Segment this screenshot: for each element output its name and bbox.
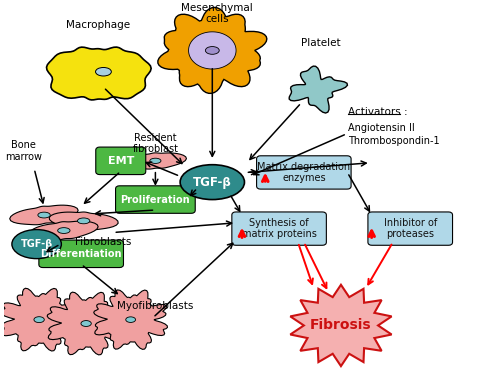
Polygon shape: [30, 221, 98, 240]
FancyBboxPatch shape: [256, 156, 351, 189]
Polygon shape: [50, 212, 118, 230]
Text: Fibroblasts: Fibroblasts: [75, 237, 132, 247]
FancyBboxPatch shape: [39, 240, 123, 268]
Ellipse shape: [81, 321, 92, 327]
Text: Platelet: Platelet: [302, 38, 341, 48]
Text: Resident
fibroblast: Resident fibroblast: [132, 132, 178, 154]
Text: TGF-β: TGF-β: [20, 239, 53, 249]
Ellipse shape: [180, 165, 244, 200]
Ellipse shape: [126, 317, 136, 323]
Ellipse shape: [38, 212, 50, 218]
Text: Differentiation: Differentiation: [40, 249, 122, 259]
Polygon shape: [47, 292, 125, 355]
FancyBboxPatch shape: [368, 212, 452, 245]
Polygon shape: [10, 205, 78, 225]
Text: Thrombospondin-1: Thrombospondin-1: [348, 136, 440, 147]
Polygon shape: [94, 290, 168, 349]
Ellipse shape: [58, 228, 70, 234]
Polygon shape: [0, 288, 78, 351]
Polygon shape: [124, 153, 186, 169]
Text: Bone
marrow: Bone marrow: [5, 140, 42, 162]
Polygon shape: [289, 66, 348, 113]
Text: Proliferation: Proliferation: [120, 194, 190, 205]
Text: Fibrosis: Fibrosis: [310, 318, 372, 332]
Text: Macrophage: Macrophage: [66, 20, 130, 30]
Polygon shape: [158, 7, 267, 93]
Text: Angiotensin II: Angiotensin II: [348, 123, 415, 133]
Text: TGF-β: TGF-β: [193, 176, 232, 189]
Ellipse shape: [150, 158, 161, 163]
Text: Matrix degradation
enzymes: Matrix degradation enzymes: [258, 162, 350, 183]
Polygon shape: [290, 285, 392, 366]
FancyBboxPatch shape: [232, 212, 326, 245]
Ellipse shape: [12, 230, 62, 259]
Text: Synthesis of
matrix proteins: Synthesis of matrix proteins: [242, 218, 316, 240]
Polygon shape: [46, 47, 151, 100]
Text: Mesenchymal
cells: Mesenchymal cells: [182, 3, 253, 24]
FancyBboxPatch shape: [96, 147, 146, 174]
Ellipse shape: [96, 67, 112, 76]
Text: EMT: EMT: [108, 156, 134, 166]
Ellipse shape: [206, 47, 219, 54]
Text: Inhibitor of
proteases: Inhibitor of proteases: [384, 218, 437, 240]
Polygon shape: [188, 32, 236, 69]
Text: Myofibroblasts: Myofibroblasts: [117, 301, 194, 311]
FancyBboxPatch shape: [116, 186, 195, 213]
Ellipse shape: [34, 317, 44, 323]
Ellipse shape: [78, 218, 90, 224]
Text: Activators :: Activators :: [348, 107, 408, 118]
